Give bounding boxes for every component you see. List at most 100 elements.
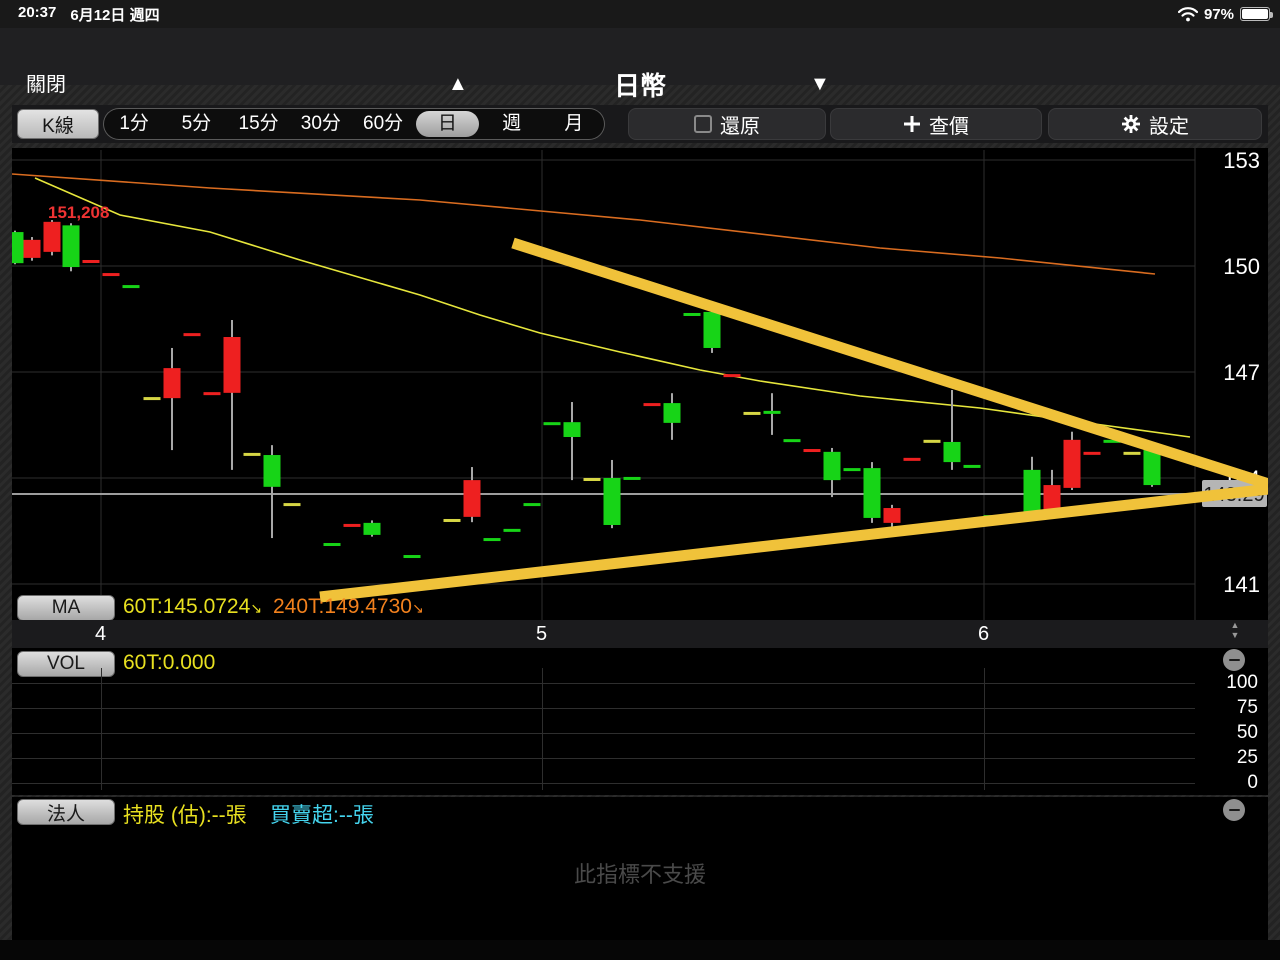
plus-icon [904,116,920,132]
tab-interval-2[interactable]: 15分 [238,113,279,134]
candle-body [1143,450,1161,486]
price-tick-label: 147 [1223,360,1260,385]
candle-body [122,285,140,289]
x-axis-label: 5 [536,623,548,645]
volume-pane[interactable]: VOL 60T:0.000 100 75 50 25 0 [12,648,1268,795]
candle-body [623,476,641,480]
price-tick-label: 150 [1223,254,1260,279]
holdings-value: 持股 (估):--張 [123,804,247,827]
x-axis-label: 6 [978,623,990,645]
pane-resize-stepper[interactable]: ▲ ▼ [1230,620,1240,640]
ma60-trend-arrow: ↘ [250,600,263,616]
title-bar: 關閉 ▲ 日幣 ▼ [0,28,1280,101]
bottom-bar [0,940,1280,960]
main-chart[interactable]: 153150147144141151,208143.29 [12,148,1268,620]
candle-body [943,441,961,463]
vol-gridline [101,668,102,790]
vol-scale-label: 75 [1236,697,1258,718]
tab-interval-1[interactable]: 5分 [181,113,212,134]
collapse-volume-button[interactable] [1223,649,1245,671]
candle-body [143,397,161,401]
x-axis-label: 4 [95,623,107,645]
close-button[interactable]: 關閉 [26,74,66,96]
vol-button[interactable]: VOL [17,651,115,677]
gear-icon [1122,115,1140,133]
collapse-institutional-button[interactable] [1223,799,1245,821]
restore-checkbox[interactable] [694,115,712,133]
page-title: 日幣 [613,71,666,101]
candle-body [263,455,281,487]
ma60-value: 60T:145.0724↘ [123,595,263,618]
chart-toolbar: K線 1分 5分 15分 30分 60分日週月 還原 查價 設 [12,105,1268,143]
candle-body [603,477,621,525]
vol-gridline [542,668,543,790]
candle-body [463,480,481,517]
candle-body [1063,439,1081,488]
candle-body [683,312,701,316]
candle-body [723,374,741,378]
minus-icon [1228,808,1240,812]
candle-body [62,225,80,268]
candle-body [483,538,501,542]
vol-scale-label: 0 [1247,772,1258,793]
candle-body [183,333,201,337]
unsupported-message: 此指標不支援 [573,862,706,887]
candle-body [963,464,981,468]
tab-interval-3[interactable]: 30分 [300,113,341,134]
candle-body [523,503,541,507]
candle-body [903,457,921,461]
candle-body [583,477,601,481]
status-date: 6月12日 週四 [70,6,160,24]
candle-body [643,403,661,407]
tab-interval-7[interactable]: 月 [564,113,584,134]
institutional-pane[interactable]: 法人 持股 (估):--張 買賣超:--張 此指標不支援 [12,797,1268,940]
tab-interval-0[interactable]: 1分 [119,113,149,134]
candle-body [783,439,801,443]
candle-body [403,555,421,559]
ma-button[interactable]: MA [17,595,115,621]
tab-interval-6[interactable]: 週 [502,113,522,134]
wifi-icon [1177,6,1198,21]
tab-interval-4[interactable]: 60分 [363,113,404,134]
candle-body [763,410,781,414]
candle-body [443,518,461,522]
high-price-label: 151,208 [48,203,109,222]
battery-icon [1240,7,1273,21]
price-tick-label: 141 [1223,572,1260,597]
price-tick-label: 153 [1223,148,1260,173]
candle-body [203,392,221,396]
battery-percent: 97% [1203,5,1234,23]
vol-scale-label: 50 [1236,722,1258,743]
status-time: 20:37 [18,3,57,21]
vol-scale-label: 100 [1226,672,1258,693]
candle-body [703,311,721,348]
ma240-value: 240T:149.4730↘ [273,595,424,618]
candle-body [102,273,120,277]
settings-button[interactable]: 設定 [1048,108,1262,140]
kline-button[interactable]: K線 [17,109,99,139]
candle-body [883,508,901,523]
next-instrument-button[interactable]: ▼ [810,73,830,95]
query-price-label: 查價 [929,115,969,138]
vol-gridline [12,683,1195,684]
x-axis-row: ▲ ▼ 4 5 6 [12,620,1268,648]
candle-body [1103,439,1121,443]
vol-value: 60T:0.000 [123,651,216,674]
candle-body [82,259,100,263]
candle-body [1123,451,1141,455]
vol-gridline [12,733,1195,734]
institutional-button[interactable]: 法人 [17,799,115,825]
candle-body [343,523,361,527]
candle-body [23,239,41,258]
candle-body [283,503,301,507]
query-price-button[interactable]: 查價 [830,108,1042,140]
status-bar: 20:37 6月12日 週四 97% [0,0,1280,28]
candle-body [803,449,821,453]
tab-interval-5[interactable]: 日 [416,111,479,137]
candle-body [743,411,761,415]
prev-instrument-button[interactable]: ▲ [448,73,468,95]
restore-button[interactable]: 還原 [628,108,826,140]
vol-gridline [12,708,1195,709]
candle-body [663,403,681,423]
candle-body [323,543,341,547]
